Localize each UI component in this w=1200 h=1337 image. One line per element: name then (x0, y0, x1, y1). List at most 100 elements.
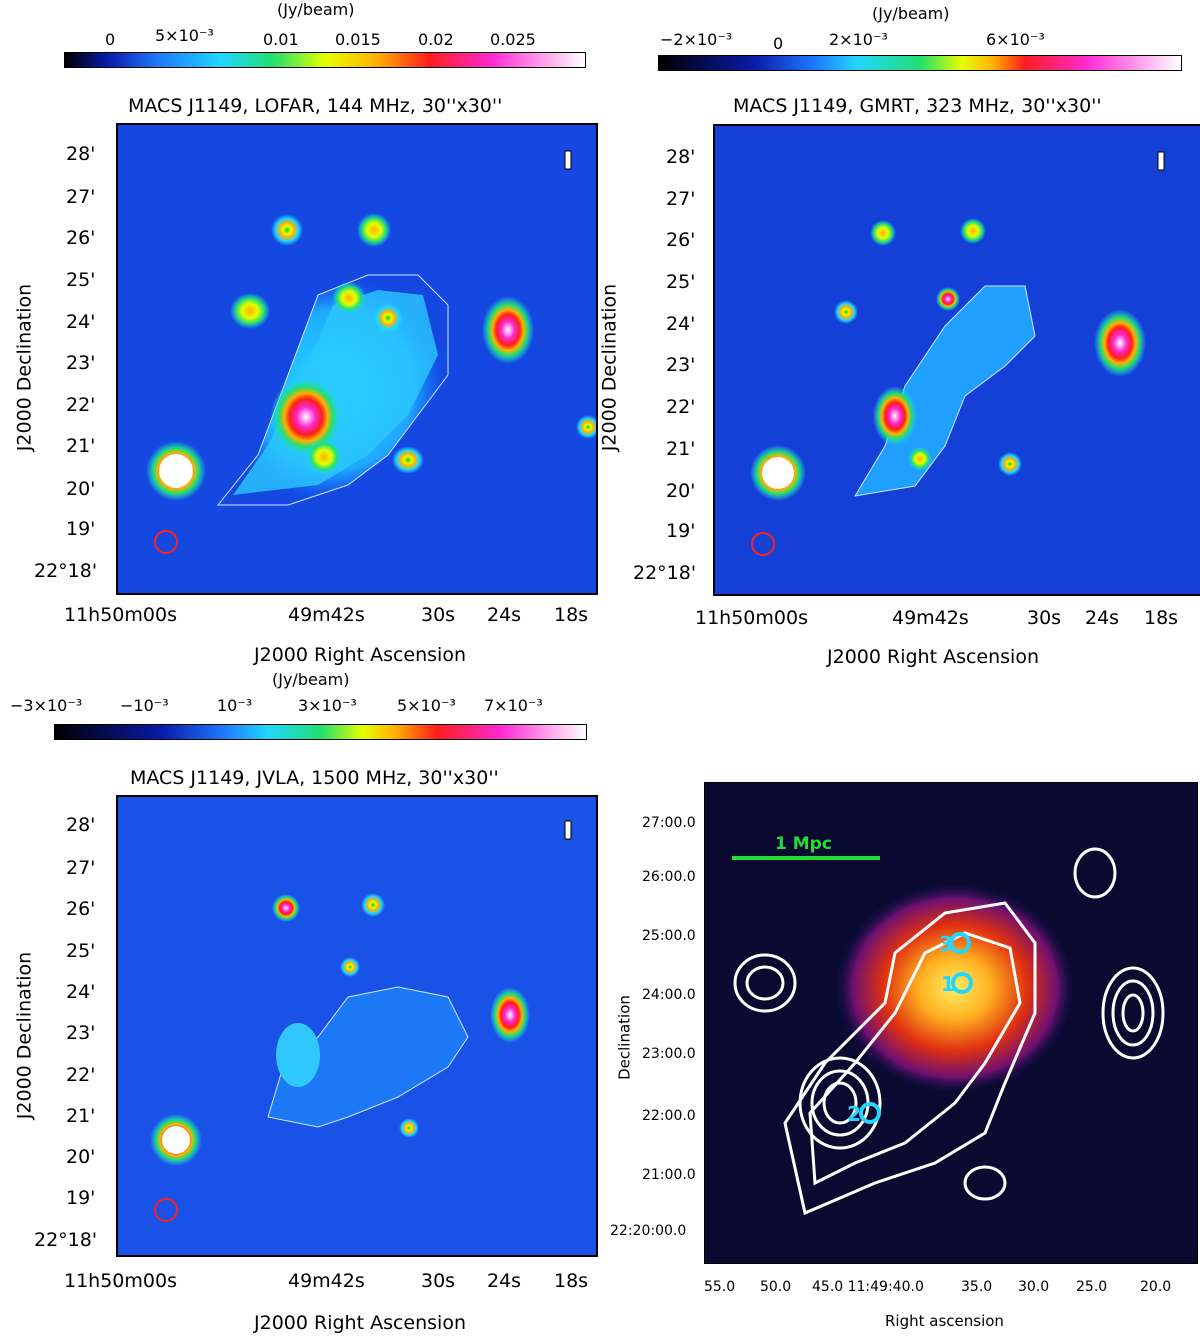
dec-tick: 22:20:00.0 (610, 1223, 687, 1239)
ra-tick: 49m42s (288, 604, 365, 626)
dec-tick: 21' (66, 435, 96, 457)
dec-tick: 27' (666, 188, 696, 210)
colorbar-tick: 0 (105, 30, 116, 49)
dec-tick: 22' (666, 396, 696, 418)
dec-tick: 20' (66, 478, 96, 500)
scale-bar-label: 1 Mpc (775, 834, 832, 854)
colorbar-unit: (Jy/beam) (277, 0, 355, 19)
radio-map-gmrt (713, 124, 1200, 596)
ra-tick: 30s (421, 1270, 456, 1292)
ra-tick: 11h50m00s (64, 604, 177, 626)
ra-tick: 50.0 (760, 1279, 792, 1295)
panel-lofar: (Jy/beam) 0 5×10⁻³ 0.01 0.015 0.02 0.025… (0, 0, 600, 668)
dec-tick: 21:00.0 (642, 1167, 696, 1183)
dec-tick: 27' (66, 186, 96, 208)
dec-tick: 24:00.0 (642, 987, 696, 1003)
marker-label: 3 (939, 932, 953, 956)
y-axis-label: J2000 Declination (598, 283, 621, 452)
y-axis-label: Declination (615, 995, 634, 1080)
dec-tick: 22°18' (633, 562, 697, 584)
dec-tick: 19' (66, 1187, 96, 1209)
dec-tick: 24' (66, 981, 96, 1003)
radio-map-image (118, 125, 596, 593)
panel-jvla: (Jy/beam) −3×10⁻³ −10⁻³ 10⁻³ 3×10⁻³ 5×10… (0, 668, 600, 1337)
colorbar-tick: 0.015 (335, 30, 381, 49)
dec-tick: 26:00.0 (642, 869, 696, 885)
dec-tick: 19' (666, 520, 696, 542)
dec-tick: 21' (666, 438, 696, 460)
dec-tick: 22°18' (34, 560, 98, 582)
xray-image: 3 1 2 1 Mpc (704, 782, 1198, 1264)
ra-tick: 24s (1085, 607, 1120, 629)
colorbar-unit: (Jy/beam) (272, 670, 350, 689)
y-axis-label: J2000 Declination (13, 283, 36, 452)
dec-tick: 23' (66, 1022, 96, 1044)
dec-tick: 27' (66, 857, 96, 879)
dec-tick: 28' (666, 146, 696, 168)
dec-tick: 25' (666, 271, 696, 293)
colorbar-tick: 0.025 (490, 30, 536, 49)
colorbar-tick: 0.02 (418, 30, 454, 49)
dec-tick: 24' (66, 311, 96, 333)
ra-tick: 25.0 (1076, 1279, 1108, 1295)
colorbar-unit: (Jy/beam) (872, 4, 950, 23)
panel-xray: 3 1 2 1 Mpc 27:00.0 26:00.0 25:00.0 24:0… (600, 668, 1200, 1337)
ra-tick: 24s (487, 604, 522, 626)
ra-tick: 30s (421, 604, 456, 626)
x-axis-label: J2000 Right Ascension (254, 1312, 466, 1334)
dec-tick: 26' (66, 227, 96, 249)
dec-tick: 25:00.0 (642, 928, 696, 944)
ra-tick: 20.0 (1140, 1279, 1172, 1295)
dec-tick: 22' (66, 394, 96, 416)
colorbar-tick: 7×10⁻³ (484, 696, 543, 715)
dec-tick: 22' (66, 1064, 96, 1086)
dec-tick: 23' (66, 352, 96, 374)
ra-tick: 35.0 (961, 1279, 993, 1295)
dec-tick: 27:00.0 (642, 815, 696, 831)
radio-map-image (118, 797, 596, 1255)
panel-gmrt: (Jy/beam) −2×10⁻³ 0 2×10⁻³ 6×10⁻³ MACS J… (598, 0, 1200, 668)
colorbar (54, 724, 587, 740)
panel-title: MACS J1149, GMRT, 323 MHz, 30''x30'' (733, 95, 1102, 117)
dec-tick: 26' (666, 229, 696, 251)
colorbar-tick: 2×10⁻³ (829, 30, 888, 49)
ra-tick: 18s (554, 1270, 589, 1292)
colorbar-tick: −10⁻³ (120, 696, 169, 715)
x-axis-label: Right ascension (885, 1312, 1004, 1330)
y-axis-label: J2000 Declination (13, 951, 36, 1120)
ra-tick: 30s (1027, 607, 1062, 629)
xray-map: 3 1 2 1 Mpc (705, 783, 1197, 1263)
ra-tick: 45.0 11:49:40.0 (812, 1279, 924, 1295)
dec-tick: 19' (66, 518, 96, 540)
dec-tick: 20' (666, 480, 696, 502)
colorbar-tick: −3×10⁻³ (10, 696, 83, 715)
dec-tick: 23' (666, 354, 696, 376)
radio-map-jvla (116, 795, 598, 1257)
dec-tick: 26' (66, 898, 96, 920)
ra-tick: 24s (487, 1270, 522, 1292)
panel-title: MACS J1149, JVLA, 1500 MHz, 30''x30'' (130, 767, 499, 789)
marker-label: 1 (941, 972, 955, 996)
radio-map-lofar (116, 123, 598, 595)
dec-tick: 28' (66, 814, 96, 836)
dec-tick: 23:00.0 (642, 1046, 696, 1062)
dec-tick: 21' (66, 1105, 96, 1127)
dec-tick: 24' (666, 313, 696, 335)
marker-label: 2 (847, 1102, 861, 1126)
panel-title: MACS J1149, LOFAR, 144 MHz, 30''x30'' (128, 95, 503, 117)
ra-tick: 55.0 (704, 1279, 736, 1295)
ra-tick: 49m42s (288, 1270, 365, 1292)
ra-tick: 18s (1144, 607, 1179, 629)
colorbar-tick: 6×10⁻³ (986, 30, 1045, 49)
dec-tick: 28' (66, 143, 96, 165)
colorbar-tick: 0.01 (263, 30, 299, 49)
dec-tick: 22°18' (34, 1229, 98, 1251)
radio-map-image (715, 126, 1200, 594)
ra-tick: 18s (554, 604, 589, 626)
colorbar-tick: 0 (773, 34, 784, 53)
colorbar (64, 52, 586, 68)
colorbar (658, 55, 1182, 71)
ra-tick: 11h50m00s (695, 607, 808, 629)
x-axis-label: J2000 Right Ascension (827, 646, 1039, 668)
colorbar-tick: 3×10⁻³ (298, 696, 357, 715)
